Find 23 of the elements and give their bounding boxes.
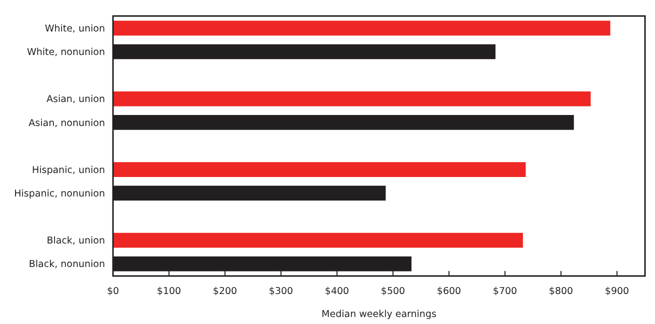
bar: [113, 232, 523, 248]
y-tick-label: Asian, nonunion: [28, 118, 105, 129]
y-tick-label: Black, nonunion: [28, 259, 105, 270]
x-tick-label: $900: [604, 286, 630, 297]
bar: [113, 91, 591, 106]
y-tick-label: White, nonunion: [26, 47, 105, 58]
y-tick-label: Asian, union: [46, 94, 105, 106]
y-tick-label: White, union: [44, 23, 105, 34]
x-tick-label: $200: [212, 286, 238, 297]
y-tick-label: Black, union: [46, 236, 105, 247]
x-tick-label: $0: [106, 286, 120, 297]
bar: [113, 162, 526, 177]
bar: [113, 20, 610, 36]
y-tick-label: Hispanic, union: [32, 164, 105, 176]
x-tick-label: $500: [380, 286, 406, 297]
x-tick-label: $800: [548, 286, 574, 297]
x-tick-label: $100: [156, 286, 182, 297]
x-tick-label: $400: [324, 286, 350, 297]
x-tick-label: $300: [268, 286, 294, 297]
y-tick-label: Hispanic, nonunion: [14, 188, 105, 200]
x-tick-label: $600: [436, 286, 462, 297]
x-tick-label: $700: [492, 286, 518, 297]
x-axis-title: Median weekly earnings: [322, 309, 436, 320]
